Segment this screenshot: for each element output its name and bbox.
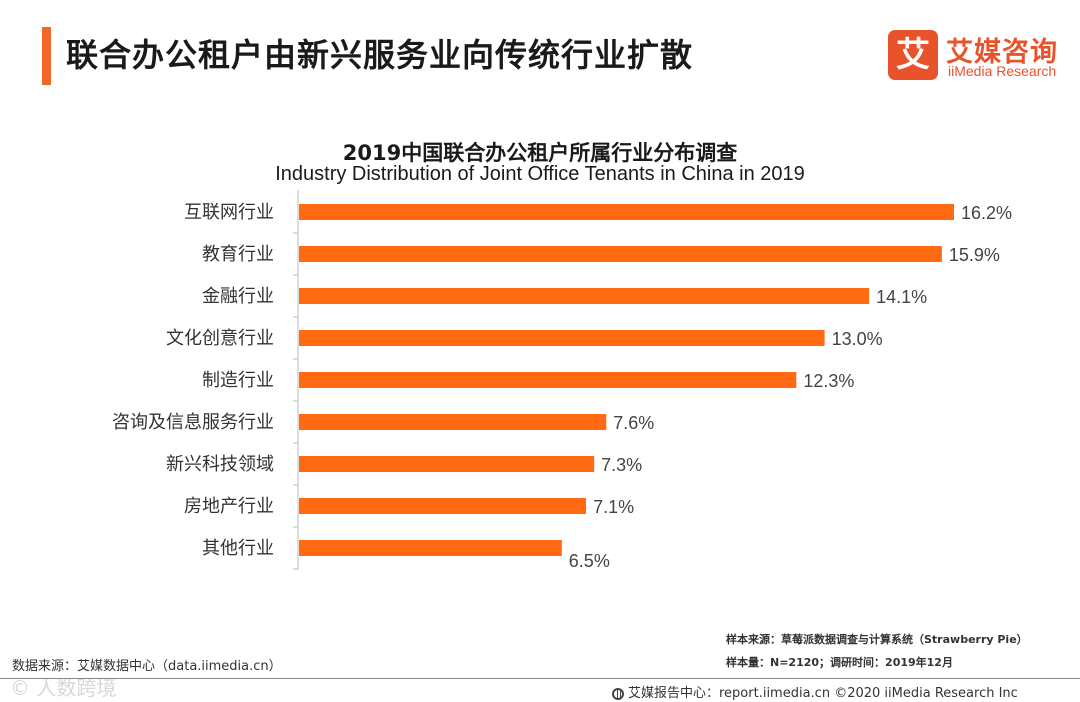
globe-icon [612, 688, 624, 700]
footer-report-text: 艾媒报告中心：report.iimedia.cn ©2020 iiMedia R… [628, 686, 1018, 701]
sample-size-note: 样本量：N=2120；调研时间：2019年12月 [726, 656, 953, 669]
bar [299, 372, 797, 388]
bar-chart: 互联网行业 16.2% 教育行业 15.9% 金融行业 14.1% 文化创意行业 13.0% 制… [112, 190, 1012, 571]
bar [299, 204, 954, 220]
category-label: 其他行业 [202, 538, 274, 559]
category-label: 文化创意行业 [166, 328, 274, 349]
value-label: 7.6% [613, 413, 654, 433]
bar [299, 498, 587, 514]
logo-chinese-name: 艾媒咨询 [946, 37, 1058, 68]
bar [299, 540, 562, 556]
category-label: 房地产行业 [184, 496, 274, 517]
watermark: © 人数跨境 [10, 676, 117, 700]
title-accent-bar [42, 27, 51, 85]
bar [299, 414, 607, 430]
sample-source-note: 样本来源：草莓派数据调查与计算系统（Strawberry Pie） [726, 633, 1028, 646]
footer-report-center: 艾媒报告中心：report.iimedia.cn ©2020 iiMedia R… [612, 682, 1018, 701]
chart-subtitle: Industry Distribution of Joint Office Te… [275, 163, 805, 185]
value-label: 13.0% [832, 329, 883, 349]
value-label: 7.3% [601, 455, 642, 475]
footer-divider [0, 678, 1080, 679]
category-label: 金融行业 [202, 286, 274, 307]
category-label: 教育行业 [202, 244, 274, 265]
page-title: 联合办公租户由新兴服务业向传统行业扩散 [66, 36, 694, 74]
bar [299, 288, 870, 304]
chart-title: 2019中国联合办公租户所属行业分布调查 [342, 141, 738, 165]
value-label: 6.5% [569, 551, 610, 571]
category-label: 新兴科技领域 [166, 454, 274, 475]
category-label: 咨询及信息服务行业 [112, 412, 274, 433]
logo-english-name: iiMedia Research [948, 63, 1057, 79]
category-label: 制造行业 [202, 370, 274, 391]
iimedia-logo: 艾 艾媒咨询 iiMedia Research [888, 30, 1068, 86]
value-label: 12.3% [803, 371, 854, 391]
value-label: 16.2% [961, 203, 1012, 223]
logo-mark: 艾 [888, 30, 938, 80]
bar [299, 330, 825, 346]
value-label: 14.1% [876, 287, 927, 307]
value-label: 15.9% [949, 245, 1000, 265]
bar [299, 246, 942, 262]
value-label: 7.1% [593, 497, 634, 517]
data-source: 数据来源：艾媒数据中心（data.iimedia.cn） [12, 659, 282, 674]
bar [299, 456, 595, 472]
category-label: 互联网行业 [184, 202, 274, 223]
